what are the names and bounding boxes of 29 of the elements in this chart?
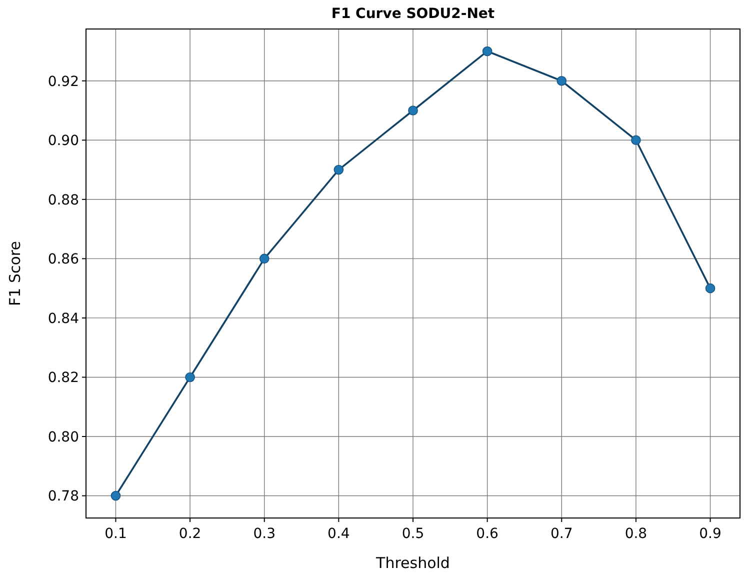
y-tick-label: 0.78 — [48, 488, 79, 505]
y-tick-label: 0.84 — [48, 310, 80, 327]
y-tick-label: 0.82 — [48, 370, 79, 386]
y-axis-title: F1 Score — [6, 241, 24, 306]
point — [482, 46, 492, 56]
point — [556, 76, 567, 86]
x-tick-label: 0.7 — [550, 526, 573, 542]
point — [705, 283, 716, 294]
x-tick-label: 0.5 — [402, 526, 424, 542]
y-tick-label: 0.88 — [48, 192, 79, 208]
x-tick-label: 0.6 — [476, 526, 499, 542]
x-tick-label: 0.3 — [253, 526, 276, 542]
x-axis-title: Threshold — [375, 554, 450, 572]
point — [110, 490, 121, 501]
chart-title: F1 Curve SODU2-Net — [331, 6, 495, 22]
y-tick-label: 0.92 — [48, 74, 79, 90]
x-tick-label: 0.9 — [699, 526, 722, 542]
y-tick-label: 0.80 — [48, 429, 79, 446]
y-tick-label: 0.90 — [48, 133, 79, 150]
point — [631, 135, 641, 146]
y-tick-label: 0.86 — [48, 252, 80, 268]
point — [334, 164, 344, 175]
point — [259, 254, 270, 264]
x-tick-label: 0.8 — [624, 526, 648, 542]
x-tick-label: 0.1 — [104, 526, 127, 542]
point — [408, 106, 418, 116]
x-tick-label: 0.2 — [178, 526, 202, 542]
point — [185, 372, 195, 382]
x-tick-label: 0.4 — [328, 526, 350, 542]
